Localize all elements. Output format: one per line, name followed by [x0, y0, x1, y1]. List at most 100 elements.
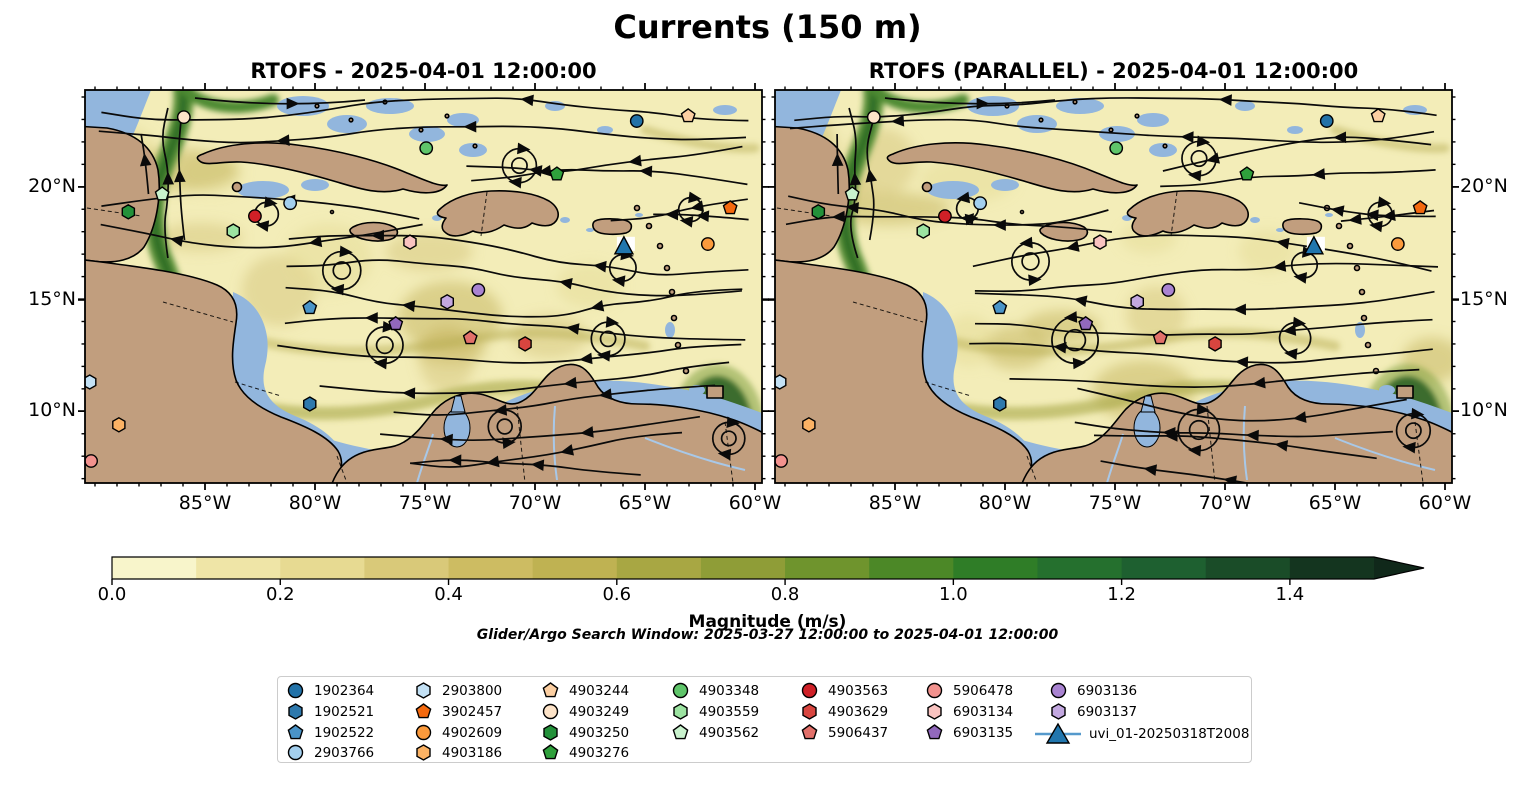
float-marker-4903250	[121, 203, 136, 220]
legend-entry-label: 6903137	[1077, 703, 1138, 720]
legend-entry-4903562: 4903562	[670, 722, 759, 743]
float-marker-6903136	[471, 283, 486, 297]
legend-entry-label: 4903559	[699, 703, 760, 720]
pentagon-marker-icon	[926, 724, 943, 740]
map-rtofs	[78, 83, 769, 490]
y-tick-label-left: 10°N	[28, 399, 76, 421]
legend-entry-label: 6903136	[1077, 682, 1138, 699]
legend-entry-label: 4903244	[569, 682, 630, 699]
y-tick-label-left: 20°N	[28, 175, 76, 197]
legend-entry-label: 2903766	[314, 744, 375, 761]
legend-box: 1902364 1902521 1902522 2903766 2903800 39024…	[277, 676, 1252, 763]
colorbar-label: Magnitude (m/s)	[688, 612, 847, 632]
legend-entry-5906437: 5906437	[799, 722, 888, 743]
pentagon-marker-icon	[542, 682, 559, 698]
float-marker-4903629	[518, 336, 532, 352]
legend-entry-4903249: 4903249	[540, 701, 629, 722]
y-tick-label-right: 10°N	[1460, 399, 1508, 421]
legend-entry-label: 2903800	[442, 682, 503, 699]
float-marker-1902364	[629, 114, 644, 128]
legend-entry-6903135: 6903135	[924, 722, 1013, 743]
x-tick-label: 75°W	[398, 492, 452, 514]
legend-entry-label: 1902364	[314, 682, 375, 699]
legend-entry-4903250: 4903250	[540, 722, 629, 743]
x-tick-label: 60°W	[1418, 492, 1472, 514]
map-rtofs-parallel	[768, 83, 1459, 490]
float-marker-1902521	[992, 396, 1007, 412]
float-marker-6903134	[1093, 234, 1107, 250]
float-marker-1902521	[302, 396, 317, 412]
circle-marker-icon	[1050, 682, 1067, 699]
legend-entry-3902457: 3902457	[413, 701, 502, 722]
legend-entry-label: 6903135	[953, 724, 1014, 741]
search-window-annotation: Glider/Argo Search Window: 2025-03-27 12…	[476, 627, 1059, 643]
hexagon-marker-icon	[673, 703, 688, 720]
legend-entry-4903348: 4903348	[670, 680, 759, 701]
y-tick-label-left: 15°N	[28, 288, 76, 310]
float-marker-uvi_01-20250318T2008	[1303, 235, 1325, 255]
float-marker-5906478	[85, 454, 98, 468]
float-marker-6903135	[1078, 315, 1094, 331]
x-tick-label: 85°W	[868, 492, 922, 514]
float-marker-4903562	[154, 186, 170, 201]
float-marker-4902609	[700, 237, 715, 251]
hexagon-marker-icon	[416, 682, 431, 699]
float-marker-4903348	[419, 141, 434, 156]
float-marker-2903800	[85, 374, 97, 390]
pentagon-marker-icon	[287, 724, 304, 740]
legend-entry-4903629: 4903629	[799, 701, 888, 722]
legend-entry-label: 4903562	[699, 724, 760, 741]
pentagon-marker-icon	[415, 703, 432, 719]
legend-entry-label: 5906437	[828, 724, 889, 741]
x-tick-label: 80°W	[288, 492, 342, 514]
legend-entry-6903136: 6903136	[1048, 680, 1137, 701]
panel-title-rtofs: RTOFS - 2025-04-01 12:00:00	[250, 59, 597, 83]
float-marker-4903276	[1239, 166, 1255, 181]
float-marker-4903249	[176, 110, 191, 125]
float-marker-4903186	[802, 416, 816, 433]
legend-entry-2903800: 2903800	[413, 680, 502, 701]
legend-entry-1902522: 1902522	[285, 722, 374, 743]
float-marker-4903559	[226, 223, 241, 239]
legend-entry-4903559: 4903559	[670, 701, 759, 722]
float-marker-6903137	[440, 293, 454, 310]
float-marker-4903244	[680, 108, 696, 123]
legend-entry-label: 1902522	[314, 724, 375, 741]
hexagon-marker-icon	[1051, 703, 1066, 720]
hexagon-marker-icon	[288, 703, 303, 720]
float-marker-5906478	[775, 454, 788, 468]
legend-entry-label: 4903348	[699, 682, 760, 699]
legend-entry-label: 4903186	[442, 744, 503, 761]
y-tick-label-right: 15°N	[1460, 288, 1508, 310]
colorbar-tick-label: 0.6	[602, 584, 632, 605]
float-marker-1902364	[1319, 114, 1334, 128]
float-marker-4903629	[1208, 336, 1222, 352]
float-marker-2903766	[283, 196, 298, 211]
colorbar-tick-label: 1.0	[939, 584, 968, 605]
legend-entry-label: 4903250	[569, 724, 630, 741]
x-tick-label: 80°W	[978, 492, 1032, 514]
x-tick-label: 65°W	[1308, 492, 1362, 514]
legend-entry-4902609: 4902609	[413, 722, 502, 743]
float-marker-3902457	[722, 200, 738, 215]
circle-marker-icon	[801, 682, 818, 699]
colorbar-tick-label: 0.8	[770, 584, 800, 605]
legend-entry-uvi_01-20250318T2008: uvi_01-20250318T2008	[1035, 722, 1249, 746]
x-tick-label: 75°W	[1088, 492, 1142, 514]
circle-marker-icon	[926, 682, 943, 699]
colorbar-tick-label: 0.2	[265, 584, 295, 605]
legend-entry-6903137: 6903137	[1048, 701, 1137, 722]
pentagon-marker-icon	[801, 724, 818, 740]
float-marker-5906437	[462, 330, 478, 345]
float-marker-6903135	[388, 315, 404, 331]
float-marker-6903136	[1161, 283, 1176, 297]
legend-entry-label: 4903563	[828, 682, 889, 699]
legend-entry-4903186: 4903186	[413, 742, 502, 763]
float-marker-4903348	[1109, 141, 1124, 156]
legend-entry-label: 5906478	[953, 682, 1014, 699]
legend-entry-label: 4902609	[442, 724, 503, 741]
circle-marker-icon	[287, 682, 304, 699]
legend-entry-label: uvi_01-20250318T2008	[1089, 726, 1250, 742]
legend-entry-2903766: 2903766	[285, 742, 374, 763]
circle-marker-icon	[415, 724, 432, 741]
